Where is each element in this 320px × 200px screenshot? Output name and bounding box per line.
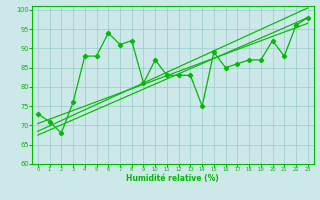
X-axis label: Humidité relative (%): Humidité relative (%) <box>126 174 219 183</box>
